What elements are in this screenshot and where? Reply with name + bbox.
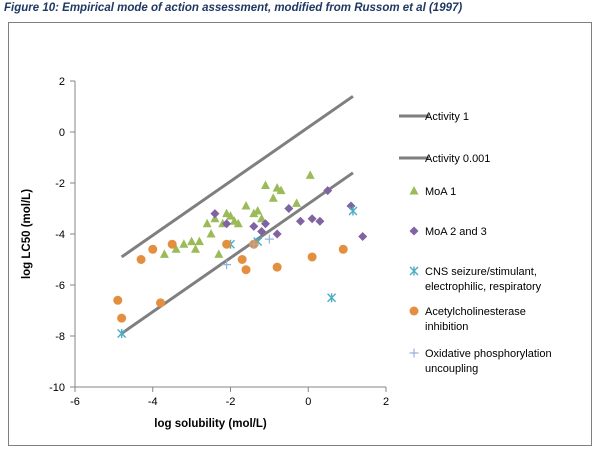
moa-1-point-18	[257, 213, 267, 223]
moa-1-point-0	[159, 249, 169, 258]
legend-label-activity-1: Activity 1	[425, 111, 469, 123]
acetylcholinesterase-inhibition-point-6	[222, 239, 232, 249]
oxidative-phosphorylation-uncoupling-point-2	[264, 234, 274, 244]
legend-label-line: electrophilic, respiratory	[425, 281, 542, 293]
legend-marker-moa-2-and-3	[409, 226, 419, 236]
moa-1-point-6	[202, 218, 212, 228]
legend-label-line: MoA 2 and 3	[425, 226, 487, 238]
legend-marker-moa-1	[409, 186, 419, 195]
y-tick-label-0: 2	[59, 76, 65, 88]
chart-frame: 2 0 -2 -4 -6 -8 -10 -6 -4 -2 0 2 log solubility (mol…	[8, 22, 592, 446]
legend-label-oxidative-phosphorylation-uncoupling: Oxidative phosphorylation uncoupling	[425, 348, 552, 375]
legend-label-cns-seizure-stimulant-electrophilic-respiratory: CNS seizure/stimulant, electrophilic, res…	[425, 266, 542, 293]
acetylcholinesterase-inhibition-point-12	[338, 244, 348, 254]
legend-label-moa-1: MoA 1	[425, 186, 456, 198]
moa-1-point-12	[226, 211, 235, 220]
moa-2-and-3-point-5	[272, 229, 282, 239]
moa-1-point-24	[305, 170, 315, 179]
moa-1-point-19	[260, 180, 270, 190]
x-axis-label: log solubility (mol/L)	[154, 418, 267, 430]
cns-seizure-stimulant-electrophilic-respiratory-point-0	[117, 328, 127, 338]
moa-1-point-14	[233, 218, 243, 228]
moa-1-point-16	[249, 208, 259, 218]
moa-1-point-1	[171, 244, 181, 253]
x-tick-label-3: 0	[305, 396, 311, 408]
moa-1-point-15	[241, 200, 251, 210]
moa-1-point-22	[276, 185, 286, 195]
moa-1-point-7	[206, 229, 216, 238]
x-tick-label-1: -4	[148, 396, 158, 408]
legend-label-activity-2: Activity 0.001	[425, 153, 490, 165]
activity-line-1	[120, 95, 354, 259]
y-tick-label-4: -6	[55, 280, 65, 292]
moa-2-and-3-point-6	[284, 204, 294, 213]
legend-label-moa-2-and-3: MoA 2 and 3	[425, 226, 487, 238]
moa-2-and-3-point-8	[307, 214, 317, 224]
moa-1-point-3	[187, 236, 197, 246]
x-tick-label-0: -6	[70, 396, 80, 408]
acetylcholinesterase-inhibition-point-0	[113, 295, 123, 305]
acetylcholinesterase-inhibition-point-4	[156, 298, 166, 308]
activity-line-2	[120, 171, 354, 335]
moa-2-and-3-point-0	[210, 209, 220, 219]
moa-2-and-3-point-3	[257, 226, 267, 236]
y-tick-label-6: -10	[49, 382, 65, 394]
acetylcholinesterase-inhibition-point-1	[117, 313, 127, 323]
legend-marker-cns-seizure-stimulant-electrophilic-respiratory	[409, 266, 419, 276]
moa-2-and-3-point-7	[295, 216, 305, 226]
moa-1-point-23	[292, 198, 302, 207]
y-tick-label-3: -4	[55, 229, 65, 241]
moa-2-and-3-point-1	[222, 219, 232, 229]
legend-label-line: Oxidative phosphorylation	[425, 348, 552, 360]
legend-label-line: CNS seizure/stimulant,	[425, 266, 537, 278]
moa-1-point-9	[214, 249, 224, 258]
moa-2-and-3-point-9	[315, 216, 325, 226]
moa-1-point-4	[191, 244, 201, 253]
acetylcholinesterase-inhibition-point-8	[241, 265, 251, 275]
moa-2-and-3-point-12	[358, 232, 368, 242]
acetylcholinesterase-inhibition-point-2	[136, 255, 146, 264]
x-tick-label-2: -2	[226, 396, 236, 408]
legend-marker-acetylcholinesterase-inhibition	[409, 306, 419, 316]
moa-1-point-20	[268, 193, 278, 202]
acetylcholinesterase-inhibition-point-10	[272, 262, 282, 272]
acetylcholinesterase-inhibition-point-3	[148, 244, 158, 254]
cns-seizure-stimulant-electrophilic-respiratory-point-3	[327, 293, 337, 303]
oxidative-phosphorylation-uncoupling-point-0	[222, 260, 232, 270]
y-tick-label-2: -2	[55, 178, 65, 190]
oxidative-phosphorylation-uncoupling-point-1	[249, 239, 259, 249]
moa-1-point-2	[179, 239, 189, 248]
moa-2-and-3-point-2	[249, 221, 259, 231]
legend-label-line: MoA 1	[425, 186, 456, 198]
cns-seizure-stimulant-electrophilic-respiratory-point-4	[348, 206, 358, 216]
y-tick-label-5: -8	[55, 331, 65, 343]
x-tick-label-4: 2	[383, 396, 389, 408]
scatter-chart: 2 0 -2 -4 -6 -8 -10 -6 -4 -2 0 2 log solubility (mol…	[21, 76, 552, 430]
y-axis-label: log LC50 (mol/L)	[21, 189, 33, 279]
moa-2-and-3-point-4	[260, 219, 270, 229]
legend-marker-oxidative-phosphorylation-uncoupling	[409, 348, 419, 358]
acetylcholinesterase-inhibition-point-11	[307, 252, 317, 262]
acetylcholinesterase-inhibition-point-5	[167, 239, 177, 249]
legend-label-acetylcholinesterase-inhibition: Acetylcholinesterase inhibition	[425, 306, 526, 333]
y-tick-label-1: 0	[59, 127, 65, 139]
moa-1-point-17	[253, 206, 263, 215]
legend-label-line: uncoupling	[425, 363, 478, 375]
moa-1-point-5	[194, 236, 204, 246]
moa-2-and-3-point-10	[323, 186, 333, 196]
figure-title: Figure 10: Empirical mode of action asse…	[4, 2, 463, 14]
legend-label-line: inhibition	[425, 321, 468, 333]
legend-label-line: Acetylcholinesterase	[425, 306, 526, 318]
acetylcholinesterase-inhibition-point-7	[237, 255, 247, 264]
